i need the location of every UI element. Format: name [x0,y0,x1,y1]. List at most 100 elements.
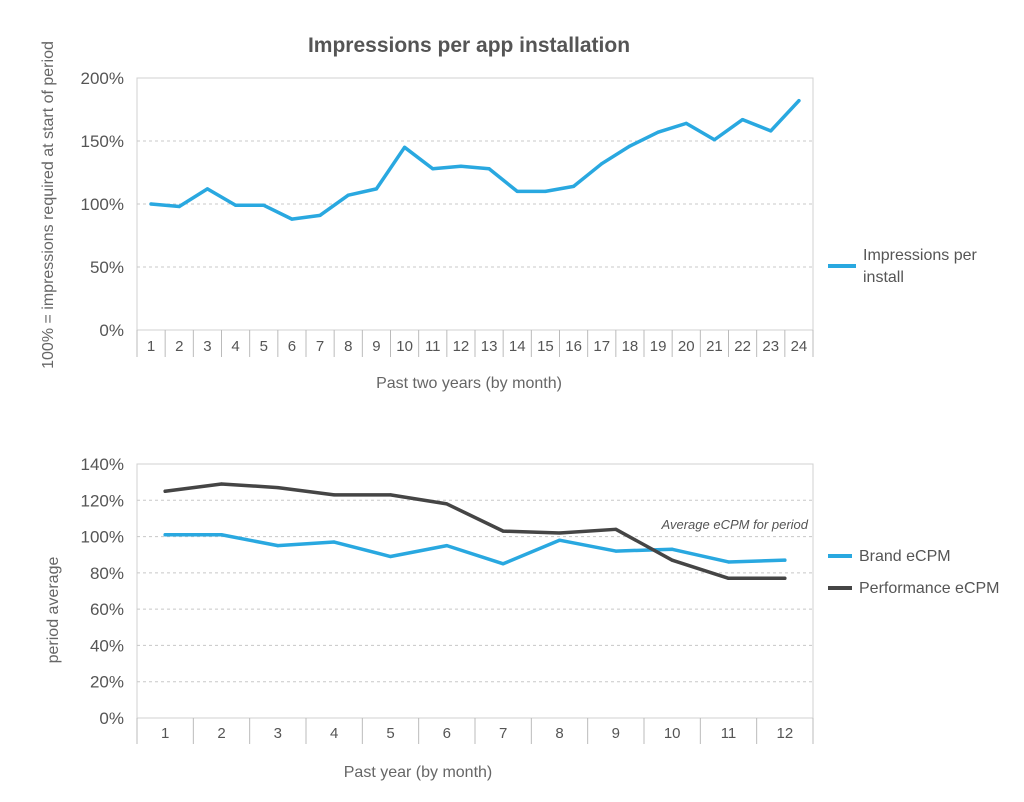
data-point-performance-ecpm [276,485,280,490]
data-point-performance-ecpm [783,576,787,580]
top-x-tick-label: 15 [537,338,554,355]
data-point-performance-ecpm [332,493,336,497]
bottom-x-tick-label: 2 [217,725,225,742]
bottom-x-tick-label: 5 [386,725,394,742]
data-point-brand-ecpm [163,533,167,537]
top-x-tick-label: 8 [344,338,352,355]
average-ecpm-annotation: Average eCPM for period [661,517,809,532]
top-y-tick-label: 200% [81,69,124,88]
data-point-performance-ecpm [726,576,731,580]
top-x-tick-label: 13 [481,338,498,355]
top-x-tick-label: 5 [260,338,268,355]
bottom-x-tick-label: 6 [443,725,451,742]
top-x-tick-label: 4 [231,338,239,355]
data-point-impressions-per-install [600,162,604,166]
data-point-brand-ecpm [388,554,393,559]
data-point-performance-ecpm [219,482,224,486]
data-point-impressions-per-install [543,189,548,193]
top-x-tick-label: 23 [762,338,779,355]
top-x-tick-label: 17 [593,338,610,355]
data-point-impressions-per-install [515,189,519,193]
top-y-tick-label: 0% [99,321,124,340]
data-point-impressions-per-install [262,203,266,207]
top-x-tick-label: 1 [147,338,155,355]
bottom-x-tick-label: 4 [330,725,338,742]
data-point-impressions-per-install [233,203,238,207]
data-point-impressions-per-install [431,167,435,171]
top-x-tick-label: 16 [565,338,582,355]
data-point-performance-ecpm [445,502,449,506]
bottom-x-tick-label: 8 [555,725,563,742]
bottom-y-tick-label: 120% [81,491,124,510]
bottom-y-tick-label: 80% [90,564,124,583]
bottom-y-axis-label: period average [45,557,62,664]
data-point-performance-ecpm [163,489,167,493]
chart-title: Impressions per app installation [308,34,630,57]
top-y-tick-label: 150% [81,132,124,151]
top-legend: Impressions per install [828,247,981,286]
top-x-tick-label: 3 [203,338,211,355]
bottom-x-tick-label: 7 [499,725,507,742]
bottom-x-tick-label: 3 [274,725,282,742]
legend-label-impressions: Impressions per install [863,247,981,286]
data-point-impressions-per-install [177,204,181,209]
data-point-brand-ecpm [614,549,618,553]
data-point-impressions-per-install [346,193,350,197]
data-point-performance-ecpm [670,558,674,562]
top-x-tick-label: 11 [425,338,441,355]
top-x-tick-label: 14 [509,338,526,355]
top-x-tick-label: 24 [791,338,808,355]
series-line-brand-ecpm [163,533,787,566]
top-x-tick-label: 2 [175,338,183,355]
data-point-impressions-per-install [374,187,379,191]
bottom-y-tick-label: 20% [90,673,124,692]
data-point-impressions-per-install [740,117,745,122]
data-point-impressions-per-install [290,217,294,221]
top-x-axis-label: Past two years (by month) [376,375,562,392]
data-point-impressions-per-install [656,130,660,134]
data-point-brand-ecpm [219,533,224,537]
data-point-impressions-per-install [571,184,576,188]
bottom-x-tick-label: 11 [721,725,737,742]
bottom-y-tick-label: 40% [90,636,124,655]
bottom-y-tick-label: 140% [81,455,124,474]
bottom-x-tick-label: 9 [612,725,620,742]
data-point-brand-ecpm [670,547,674,551]
bottom-x-tick-label: 12 [776,725,793,742]
plot-layer: 0%50%100%150%200%1 2 3 4 5 6 7 8 9 10 11 12 13 14 15 16… [81,69,814,744]
top-x-tick-label: 6 [288,338,296,355]
bottom-legend: Brand eCPM Performance eCPM [828,548,1000,597]
bottom-plot-frame [136,463,814,719]
top-x-tick-label: 19 [650,338,667,355]
data-point-performance-ecpm [388,493,393,497]
data-point-impressions-per-install [205,187,210,191]
top-y-tick-label: 100% [81,195,124,214]
data-point-impressions-per-install [769,129,773,133]
data-point-brand-ecpm [557,538,562,542]
data-point-impressions-per-install [628,144,632,148]
data-point-performance-ecpm [501,529,505,533]
top-x-tick-label: 21 [706,338,723,355]
series-line-impressions-per-install [149,98,801,221]
data-point-impressions-per-install [459,164,463,168]
data-point-brand-ecpm [501,562,505,566]
data-point-performance-ecpm [557,531,562,535]
top-x-tick-label: 22 [734,338,751,355]
top-x-tick-label: 9 [372,338,380,355]
legend-label-performance-ecpm: Performance eCPM [859,580,1000,597]
top-x-tick-label: 7 [316,338,324,355]
bottom-y-tick-label: 0% [99,709,124,728]
series-line-performance-ecpm [163,482,787,581]
data-point-impressions-per-install [318,213,322,217]
data-point-brand-ecpm [276,544,280,548]
data-point-impressions-per-install [684,121,688,125]
top-x-tick-label: 20 [678,338,695,355]
top-x-tick-label: 18 [622,338,639,355]
bottom-y-tick-label: 100% [81,528,124,547]
bottom-x-tick-label: 10 [664,725,681,742]
bottom-y-tick-label: 60% [90,600,124,619]
data-point-brand-ecpm [783,558,787,562]
data-point-performance-ecpm [614,527,618,531]
